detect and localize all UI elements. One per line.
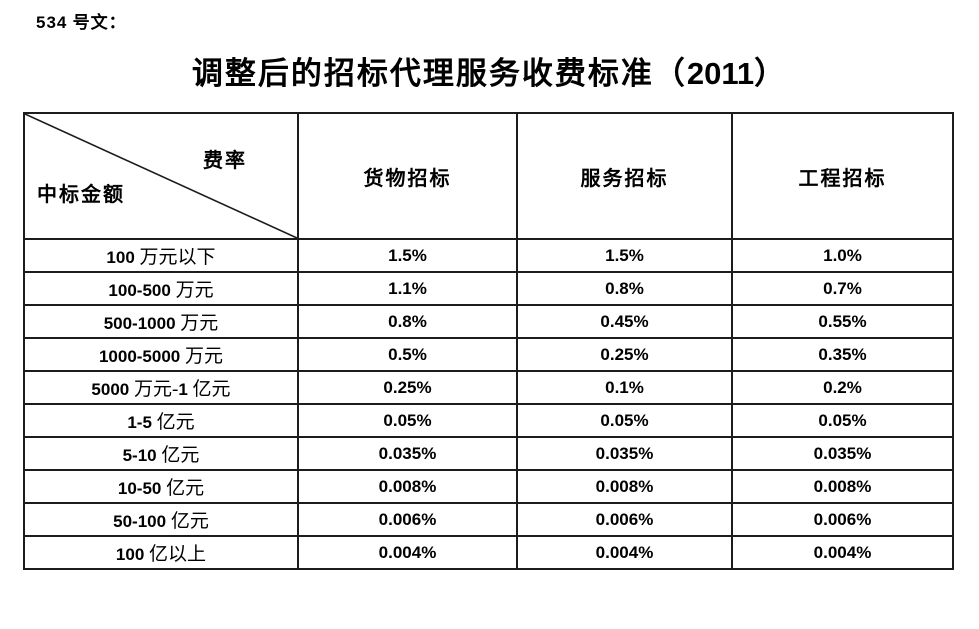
rate-value: 0.05%	[516, 403, 733, 438]
table-row: 5000 万元-1 亿元 0.25% 0.1% 0.2%	[23, 370, 954, 405]
table-header-row: 费率 中标金额 货物招标 服务招标 工程招标	[23, 112, 954, 240]
rate-value: 0.035%	[516, 436, 733, 471]
rate-value: 0.55%	[731, 304, 954, 339]
rate-value: 1.0%	[731, 238, 954, 273]
rate-value: 0.004%	[516, 535, 733, 570]
table-row: 10-50 亿元 0.008% 0.008% 0.008%	[23, 469, 954, 504]
row-label: 100 亿以上	[23, 535, 299, 570]
row-label: 500-1000 万元	[23, 304, 299, 339]
table-row: 100 万元以下 1.5% 1.5% 1.0%	[23, 238, 954, 273]
rate-value: 0.2%	[731, 370, 954, 405]
rate-value: 1.5%	[516, 238, 733, 273]
table-row: 100-500 万元 1.1% 0.8% 0.7%	[23, 271, 954, 306]
page-title: 调整后的招标代理服务收费标准（2011）	[191, 56, 788, 91]
rate-value: 0.8%	[297, 304, 518, 339]
rate-value: 0.05%	[731, 403, 954, 438]
row-label: 5-10 亿元	[23, 436, 299, 471]
table-row: 1-5 亿元 0.05% 0.05% 0.05%	[23, 403, 954, 438]
rate-value: 0.006%	[731, 502, 954, 537]
table-row: 100 亿以上 0.004% 0.004% 0.004%	[23, 535, 954, 570]
rate-value: 0.006%	[297, 502, 518, 537]
rate-value: 0.5%	[297, 337, 518, 372]
row-label: 50-100 亿元	[23, 502, 299, 537]
table-row: 50-100 亿元 0.006% 0.006% 0.006%	[23, 502, 954, 537]
rate-value: 0.25%	[297, 370, 518, 405]
diagonal-divider-line	[25, 114, 297, 238]
row-label: 1000-5000 万元	[23, 337, 299, 372]
rate-value: 0.004%	[731, 535, 954, 570]
rate-value: 0.008%	[297, 469, 518, 504]
row-label: 5000 万元-1 亿元	[23, 370, 299, 405]
rate-value: 0.25%	[516, 337, 733, 372]
rate-value: 0.035%	[297, 436, 518, 471]
fee-rate-table: 费率 中标金额 货物招标 服务招标 工程招标 100 万元以下 1.5% 1.5…	[23, 112, 954, 570]
row-label: 1-5 亿元	[23, 403, 299, 438]
rate-value: 0.7%	[731, 271, 954, 306]
doc-ref: 534 号文：	[36, 13, 127, 32]
row-label: 100-500 万元	[23, 271, 299, 306]
corner-label-amount: 中标金额	[37, 184, 125, 206]
rate-value: 0.006%	[516, 502, 733, 537]
table-row: 5-10 亿元 0.035% 0.035% 0.035%	[23, 436, 954, 471]
row-label: 10-50 亿元	[23, 469, 299, 504]
rate-value: 0.35%	[731, 337, 954, 372]
rate-value: 0.05%	[297, 403, 518, 438]
column-header-services: 服务招标	[516, 112, 733, 240]
rate-value: 0.1%	[516, 370, 733, 405]
table-row: 500-1000 万元 0.8% 0.45% 0.55%	[23, 304, 954, 339]
row-label: 100 万元以下	[23, 238, 299, 273]
rate-value: 1.5%	[297, 238, 518, 273]
rate-value: 0.004%	[297, 535, 518, 570]
rate-value: 1.1%	[297, 271, 518, 306]
table-row: 1000-5000 万元 0.5% 0.25% 0.35%	[23, 337, 954, 372]
rate-value: 0.008%	[516, 469, 733, 504]
corner-label-rate: 费率	[203, 150, 247, 172]
column-header-engineering: 工程招标	[731, 112, 954, 240]
rate-value: 0.008%	[731, 469, 954, 504]
corner-cell: 费率 中标金额	[23, 112, 299, 240]
rate-value: 0.8%	[516, 271, 733, 306]
rate-value: 0.45%	[516, 304, 733, 339]
rate-value: 0.035%	[731, 436, 954, 471]
column-header-goods: 货物招标	[297, 112, 518, 240]
